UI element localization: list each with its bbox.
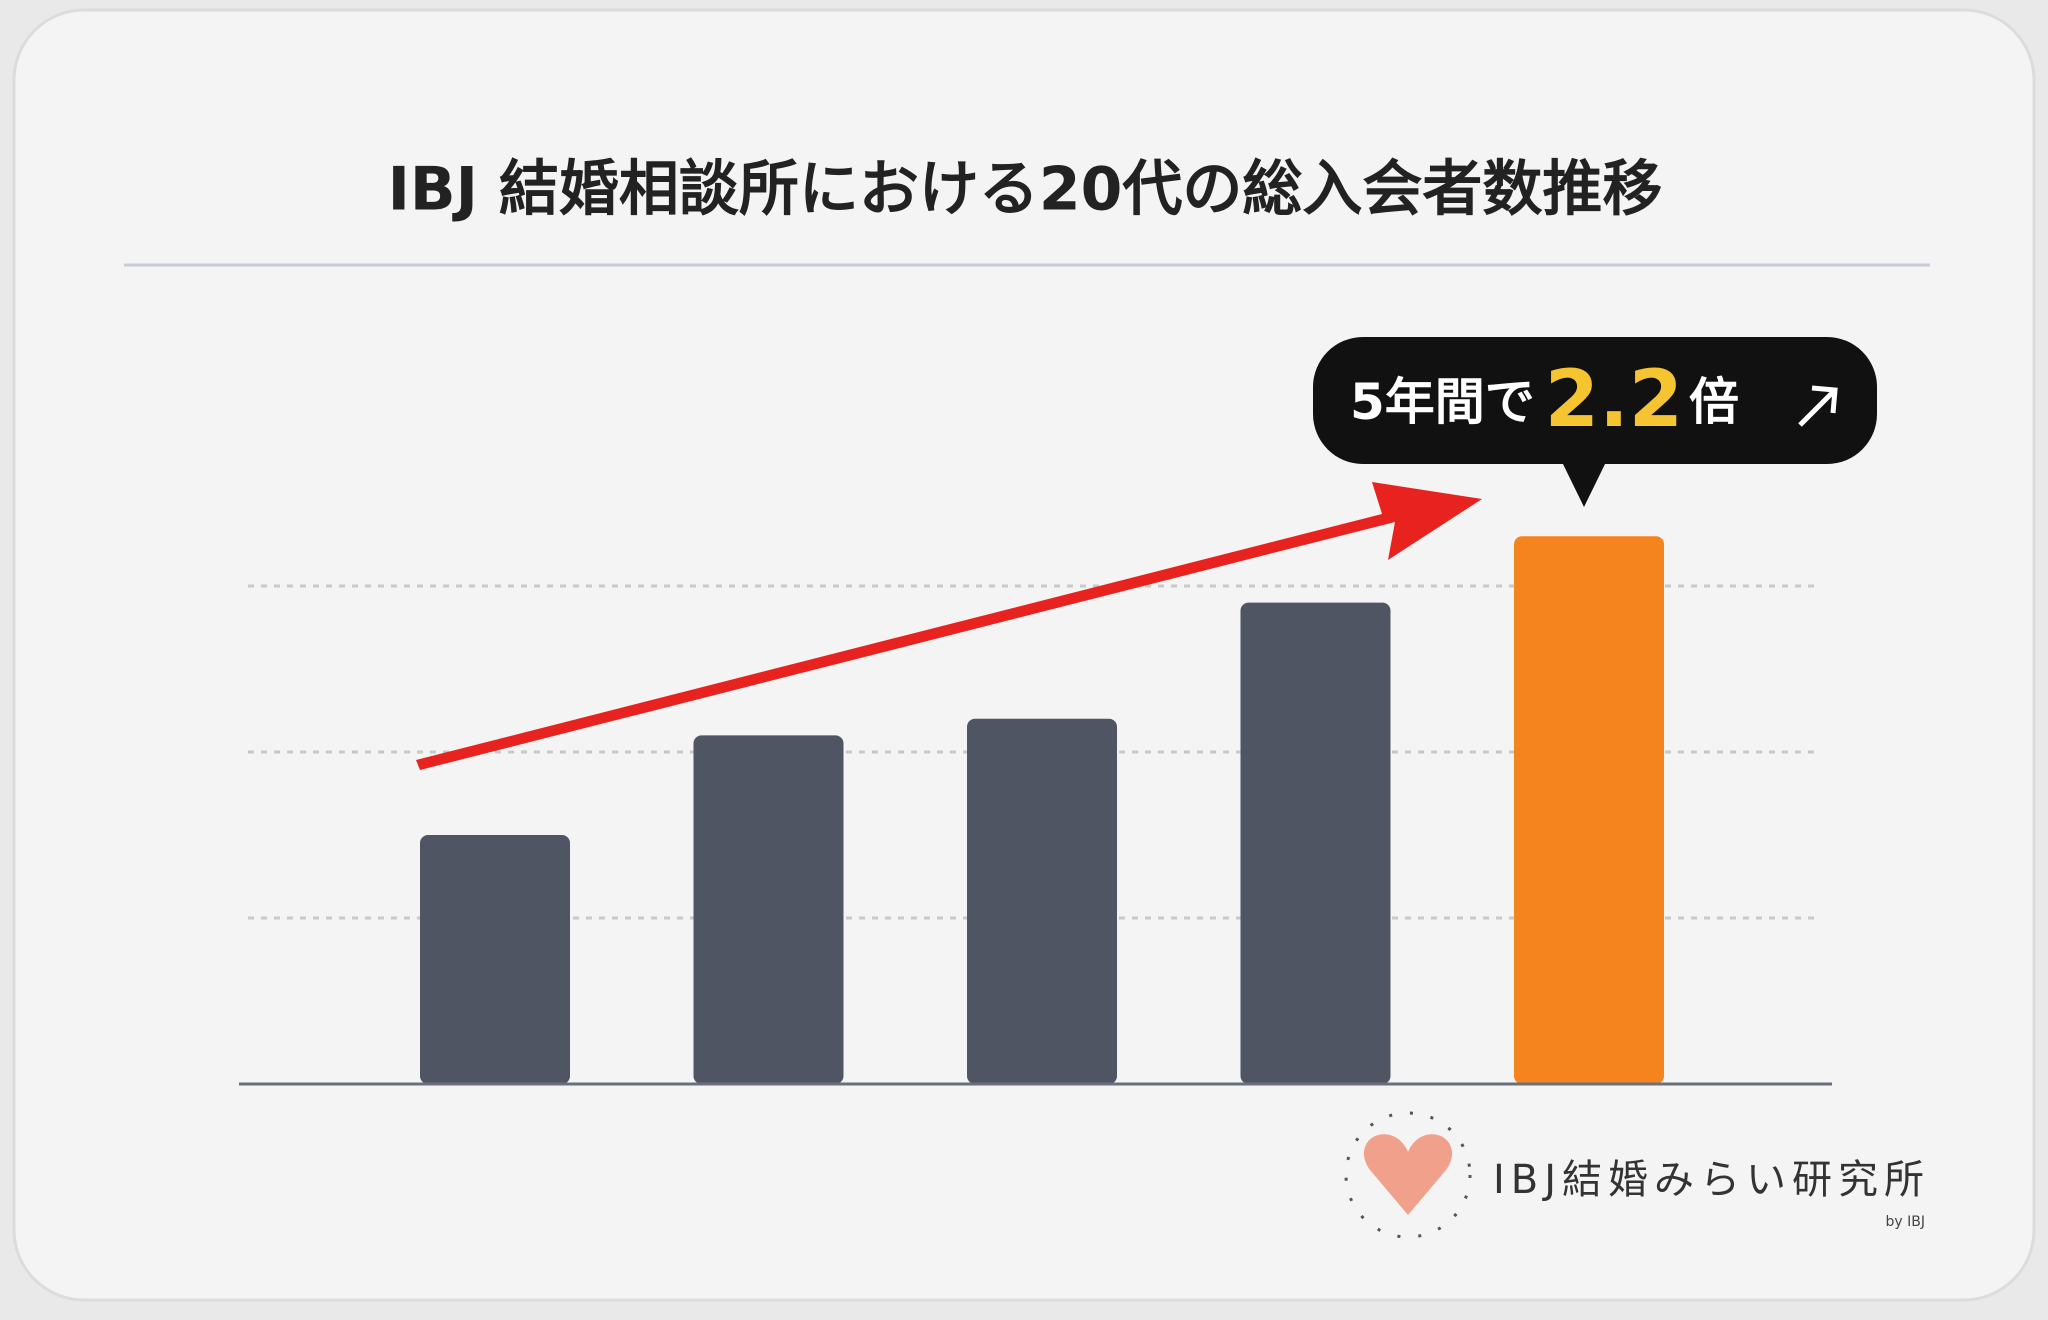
callout-pointer	[1562, 462, 1606, 507]
callout-highlight: 2.2	[1545, 355, 1683, 445]
bar	[420, 835, 570, 1084]
logo-name: IBJ結婚みらい研究所	[1493, 1157, 1930, 1203]
callout: 5年間で 2.2 倍	[1313, 337, 1877, 507]
trend-arrow	[416, 482, 1482, 770]
chart-title: IBJ 結婚相談所における20代の総入会者数推移	[388, 155, 1663, 225]
logo-by: by IBJ	[1886, 1214, 1925, 1230]
plot	[239, 482, 1832, 1086]
callout-text: 5年間で 2.2 倍	[1350, 355, 1739, 445]
logo-heart	[1363, 1134, 1453, 1215]
bar	[967, 718, 1117, 1084]
bar	[693, 735, 844, 1084]
logo: IBJ結婚みらい研究所 by IBJ	[1344, 1111, 1930, 1239]
callout-box	[1313, 337, 1877, 464]
logo-ring	[1344, 1111, 1472, 1239]
callout-suffix: 倍	[1689, 373, 1739, 431]
bar	[1240, 602, 1391, 1084]
bar	[1514, 536, 1664, 1084]
callout-arrow-icon	[1798, 385, 1838, 427]
callout-prefix: 5年間で	[1350, 373, 1535, 431]
